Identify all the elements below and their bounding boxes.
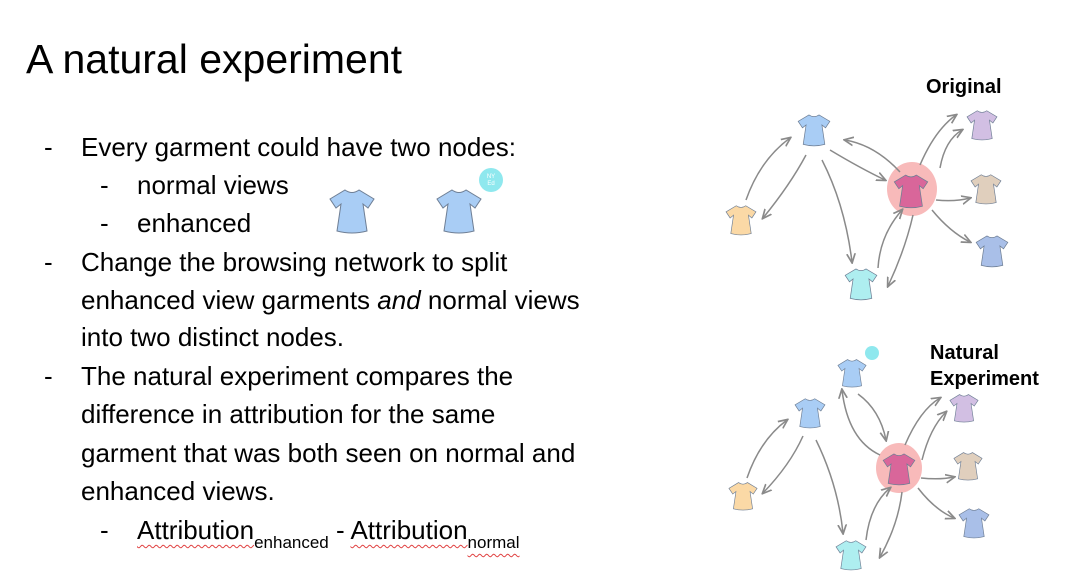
bullet-compare-line1: The natural experiment compares the [81,361,514,391]
beige-garment-icon [953,452,983,481]
purple-garment-icon [949,394,979,423]
slide-title: A natural experiment [26,36,403,82]
natural-edges [746,390,954,557]
attribution-term: Attribution [350,515,468,545]
bullet-split-line2: enhanced view garments and normal views [81,284,580,316]
svg-text:Ed: Ed [487,181,494,187]
sub-bullet-normal-views: normal views [137,170,289,200]
bullet-compare-line4: enhanced views. [81,476,275,506]
bullet-split-line1: Change the browsing network to split [81,247,508,277]
natural-diagram-label-line2: Experiment [930,368,1039,390]
original-edges [745,115,970,286]
bullet-split-line2-pre: enhanced view garments [81,285,378,315]
bullet-dash: - [44,361,53,391]
bullet-compare-line2: difference in attribution for the same [81,399,496,429]
bullet-two-nodes: Every garment could have two nodes: [81,132,517,162]
minus-sign: - [336,515,345,545]
attribution-term: Attribution [137,515,255,545]
subscript-enhanced: enhanced [254,533,329,552]
enhanced-badge-icon [865,346,879,360]
bullet-split-line2-post: normal views [420,285,580,315]
subscript-normal: normal [467,533,520,552]
cyan-garment-icon [835,540,867,571]
svg-text:NY: NY [487,174,495,180]
enhanced-badge-icon: NY Ed [479,168,503,192]
sub-bullet-dash: - [100,208,109,238]
blue-garment-icon [794,398,826,429]
sub-bullet-dash: - [100,515,109,545]
natural-diagram-label-line1: Natural [930,342,999,364]
bullet-list: - Every garment could have two nodes: - … [44,132,580,552]
attribution-formula: Attributionenhanced - Attributionnormal [137,514,520,552]
bullet-split-emphasis: and [377,285,421,315]
bullet-dash: - [44,247,53,277]
original-diagram-label: Original [926,76,1002,98]
sub-bullet-dash: - [100,170,109,200]
enhanced-blue-garment-icon [837,359,867,388]
bullet-dash: - [44,132,53,162]
periwinkle-garment-icon [958,508,990,539]
bullet-compare-line3: garment that was both seen on normal and [81,438,576,468]
bullet-split-line3: into two distinct nodes. [81,322,345,352]
orange-garment-icon [728,482,758,511]
sub-bullet-enhanced: enhanced [137,208,252,238]
